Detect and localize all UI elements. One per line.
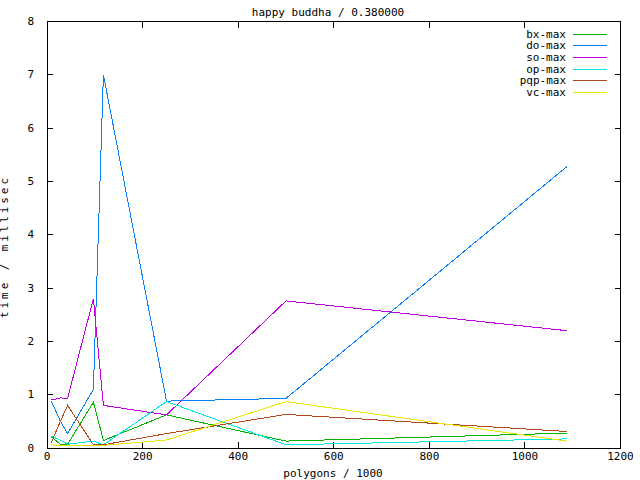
- y-tick-label: 8: [27, 15, 34, 28]
- y-tick-label: 5: [27, 175, 34, 188]
- x-tick-label: 400: [228, 450, 248, 463]
- series-line-vc-max: [51, 402, 567, 446]
- x-tick-label: 0: [44, 450, 51, 463]
- y-tick-label: 7: [27, 68, 34, 81]
- x-tick-label: 1000: [512, 450, 539, 463]
- series-line-so-max: [51, 299, 567, 415]
- x-tick-label: 200: [133, 450, 153, 463]
- y-tick-label: 1: [27, 388, 34, 401]
- x-axis-label: polygons / 1000: [283, 467, 382, 480]
- series-line-pqp-max: [51, 405, 567, 444]
- y-tick-label: 3: [27, 282, 34, 295]
- legend-label-vc-max: vc-max: [526, 86, 566, 99]
- x-tick-label: 800: [419, 450, 439, 463]
- chart: 020040060080010001200012345678bx-maxdo-m…: [0, 0, 640, 480]
- y-tick-label: 2: [27, 335, 34, 348]
- x-tick-label: 600: [324, 450, 344, 463]
- y-tick-label: 0: [27, 442, 34, 455]
- y-axis-label: time / millisec: [0, 175, 11, 318]
- series-line-op-max: [51, 402, 567, 445]
- x-tick-label: 1200: [607, 450, 634, 463]
- plot-canvas: 020040060080010001200012345678bx-maxdo-m…: [0, 0, 640, 480]
- y-tick-label: 6: [27, 122, 34, 135]
- series-line-do-max: [51, 75, 567, 434]
- series-line-bx-max: [51, 402, 567, 444]
- chart-title: happy buddha / 0.380000: [252, 6, 404, 19]
- y-tick-label: 4: [27, 228, 34, 241]
